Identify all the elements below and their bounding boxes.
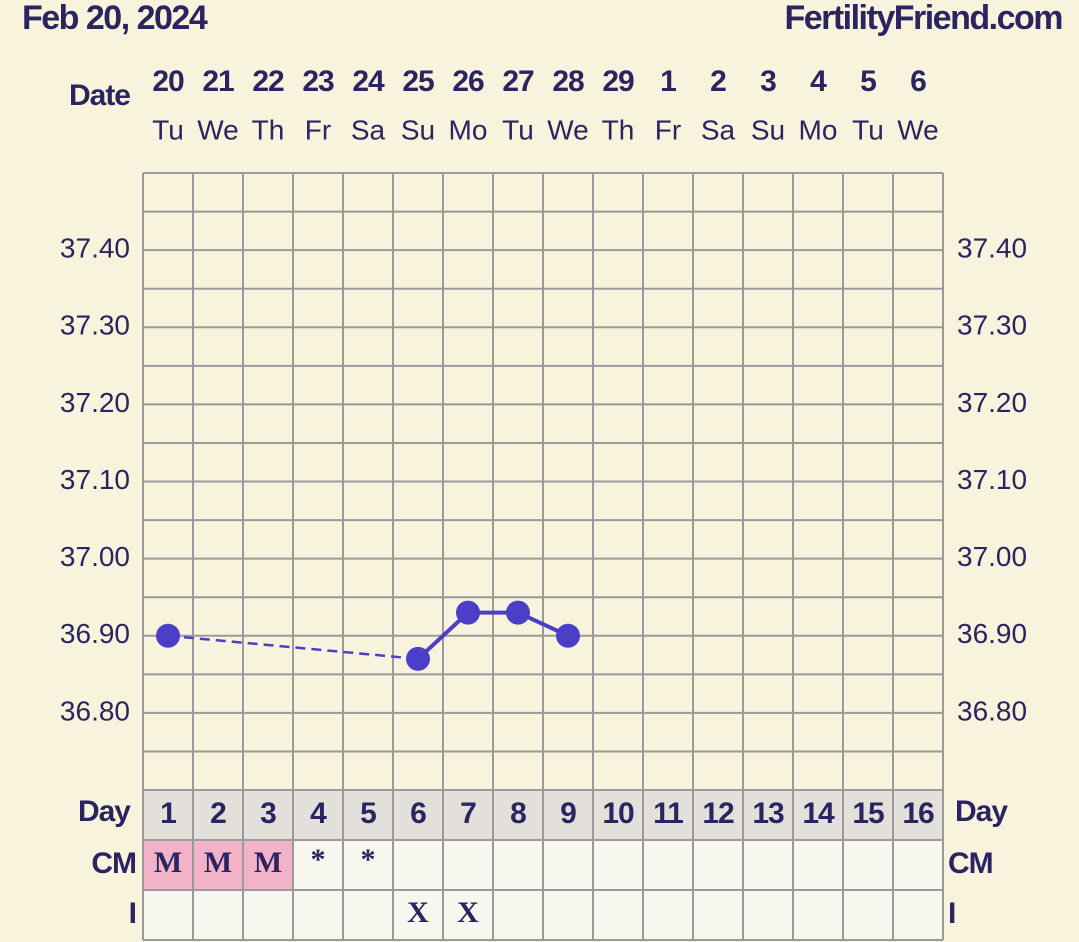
y-tick-label: 37.20	[60, 387, 130, 418]
date-label: 1	[660, 65, 676, 98]
day-number: 16	[902, 797, 934, 830]
weekday-label: Tu	[852, 114, 884, 145]
cm-highlight	[243, 840, 293, 890]
date-label: Date	[69, 79, 130, 112]
date-label: 21	[202, 65, 234, 98]
day-number: 9	[560, 797, 576, 830]
day-number: 3	[260, 797, 276, 830]
temp-point	[156, 623, 180, 648]
temp-point	[456, 600, 480, 625]
y-tick-label: 37.20	[957, 387, 1027, 418]
date-label: 20	[152, 65, 184, 98]
date-label: 3	[760, 65, 776, 98]
cm-value: M	[204, 846, 232, 879]
day-number: 10	[602, 797, 634, 830]
weekday-label: We	[197, 114, 239, 145]
y-tick-label: 37.00	[957, 541, 1027, 572]
date-label: 29	[602, 65, 634, 98]
cm-value: M	[254, 846, 282, 879]
chart-title: Feb 20, 2024	[22, 0, 208, 37]
day-label: Day	[955, 795, 1008, 828]
y-tick-label: 36.90	[60, 618, 130, 649]
date-label: 2	[710, 65, 726, 98]
day-number: 11	[653, 797, 683, 830]
day-number: 15	[852, 797, 884, 830]
date-label: 26	[452, 65, 484, 98]
weekday-label: Sa	[351, 114, 386, 145]
cm-label: CM	[91, 847, 136, 880]
y-tick-label: 36.80	[957, 695, 1027, 726]
cm-highlight	[193, 840, 243, 890]
y-tick-label: 36.80	[60, 695, 130, 726]
intercourse-mark: X	[457, 896, 479, 929]
cm-value: *	[311, 843, 326, 876]
day-number: 2	[210, 797, 226, 830]
date-label: 23	[302, 65, 334, 98]
day-number: 8	[510, 797, 526, 830]
y-tick-label: 36.90	[957, 618, 1027, 649]
day-number: 13	[752, 797, 784, 830]
i-label: I	[948, 897, 955, 930]
y-tick-label: 37.30	[957, 310, 1027, 341]
date-label: 27	[502, 65, 534, 98]
y-tick-label: 37.10	[60, 464, 130, 495]
weekday-label: Su	[751, 114, 785, 145]
weekday-label: Mo	[449, 114, 488, 145]
weekday-label: Mo	[799, 114, 838, 145]
date-label: 25	[402, 65, 434, 98]
temp-point	[556, 623, 580, 648]
cm-label: CM	[948, 847, 993, 880]
day-number: 12	[702, 797, 734, 830]
weekday-label: Th	[602, 114, 635, 145]
day-number: 5	[360, 797, 376, 830]
y-tick-label: 37.10	[957, 464, 1027, 495]
weekday-label: Tu	[502, 114, 534, 145]
weekday-label: We	[547, 114, 589, 145]
day-number: 6	[410, 797, 426, 830]
y-tick-label: 37.40	[60, 233, 130, 264]
date-label: 24	[352, 65, 385, 98]
weekday-label: Fr	[655, 114, 681, 145]
y-tick-label: 37.40	[957, 233, 1027, 264]
date-label: 28	[552, 65, 584, 98]
date-label: 4	[810, 65, 827, 98]
weekday-label: Tu	[152, 114, 184, 145]
weekday-label: We	[897, 114, 939, 145]
date-label: 22	[252, 65, 284, 98]
cm-highlight	[143, 840, 193, 890]
y-tick-label: 37.30	[60, 310, 130, 341]
weekday-label: Th	[252, 114, 285, 145]
day-number: 1	[160, 797, 176, 830]
cm-value: *	[361, 843, 376, 876]
temp-line	[416, 610, 569, 661]
site-name: FertilityFriend.com	[784, 0, 1062, 37]
day-label: Day	[78, 795, 131, 828]
i-label: I	[129, 897, 136, 930]
y-tick-label: 37.00	[60, 541, 130, 572]
gap-bridge	[167, 634, 419, 661]
day-number: 7	[460, 797, 476, 830]
date-label: 5	[860, 65, 876, 98]
temp-point	[406, 646, 430, 671]
date-label: 6	[910, 65, 926, 98]
weekday-label: Fr	[305, 114, 331, 145]
weekday-label: Su	[401, 114, 435, 145]
cm-value: M	[154, 846, 182, 879]
weekday-label: Sa	[701, 114, 736, 145]
day-number: 14	[802, 797, 835, 830]
temp-point	[506, 600, 530, 625]
day-number: 4	[310, 797, 327, 830]
intercourse-mark: X	[407, 896, 429, 929]
